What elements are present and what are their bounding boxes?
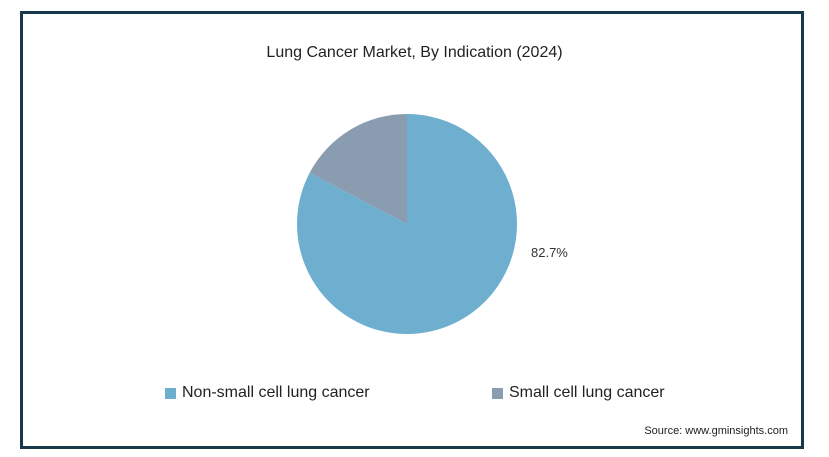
- pie-slices: [296, 114, 517, 335]
- pie-data-labels: 82.7%: [531, 245, 568, 260]
- source-note: Source: www.gminsights.com: [644, 425, 788, 437]
- legend-label: Small cell lung cancer: [509, 384, 665, 401]
- legend-label: Non-small cell lung cancer: [182, 384, 370, 401]
- pie-slice-small-cell: [309, 114, 407, 224]
- legend: Non-small cell lung cancer Small cell lu…: [0, 384, 829, 406]
- pie-slice-non-small-cell: [296, 114, 517, 335]
- legend-item-small-cell: Small cell lung cancer: [492, 384, 665, 402]
- legend-swatch: [165, 387, 176, 399]
- pie-data-label: 82.7%: [531, 245, 568, 260]
- legend-item-non-small-cell: Non-small cell lung cancer: [165, 384, 370, 402]
- legend-swatch: [492, 387, 503, 399]
- chart-title: Lung Cancer Market, By Indication (2024): [266, 44, 563, 61]
